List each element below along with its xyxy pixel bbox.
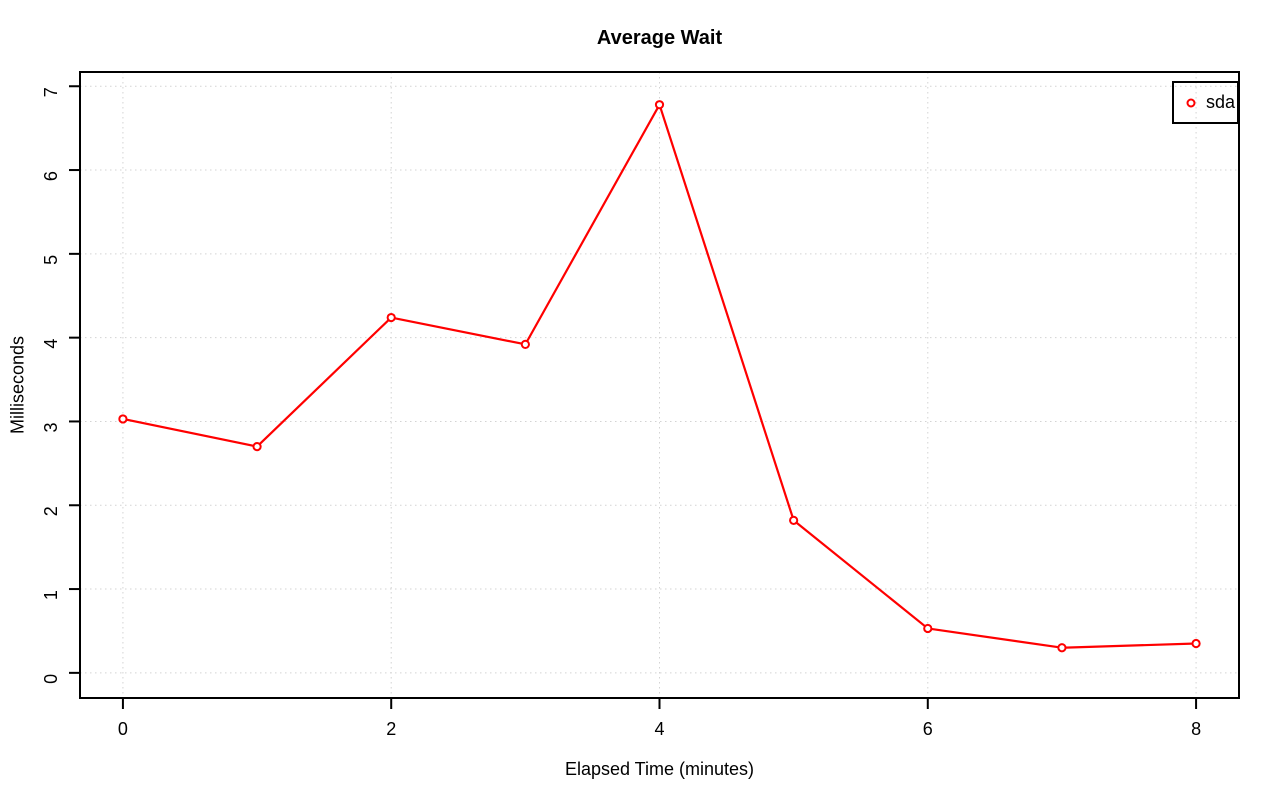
data-point-marker	[923, 623, 933, 634]
legend-entry-label: sda	[1206, 92, 1236, 112]
x-tick-label: 8	[1191, 719, 1201, 739]
data-point-marker	[654, 100, 665, 110]
data-point-marker	[386, 312, 396, 323]
y-tick-label: 0	[41, 674, 61, 684]
data-point-marker	[1191, 638, 1201, 649]
data-point-marker	[252, 441, 262, 452]
y-tick-label: 7	[41, 87, 61, 97]
x-tick-label: 6	[923, 719, 933, 739]
legend: sda	[1172, 81, 1239, 124]
data-point-marker	[520, 339, 530, 349]
x-axis-label: Elapsed Time (minutes)	[564, 759, 755, 779]
x-tick-label: 4	[654, 719, 664, 739]
y-axis-label: Milliseconds	[7, 335, 28, 435]
data-point-marker	[118, 414, 128, 424]
y-tick-label: 3	[41, 422, 61, 432]
y-tick-label: 4	[41, 339, 61, 349]
y-tick-label: 5	[41, 255, 61, 265]
data-point-marker	[789, 515, 799, 525]
legend-marker-icon	[1186, 98, 1196, 107]
chart-title: Average Wait	[596, 27, 723, 49]
series-line	[122, 103, 1197, 649]
y-tick-label: 1	[41, 590, 61, 600]
y-tick-label: 6	[41, 171, 61, 181]
plot-border	[79, 71, 1240, 699]
y-tick-label: 2	[41, 506, 61, 516]
data-point-marker	[1057, 643, 1067, 653]
x-tick-label: 0	[118, 719, 128, 739]
x-tick-label: 2	[386, 719, 396, 739]
